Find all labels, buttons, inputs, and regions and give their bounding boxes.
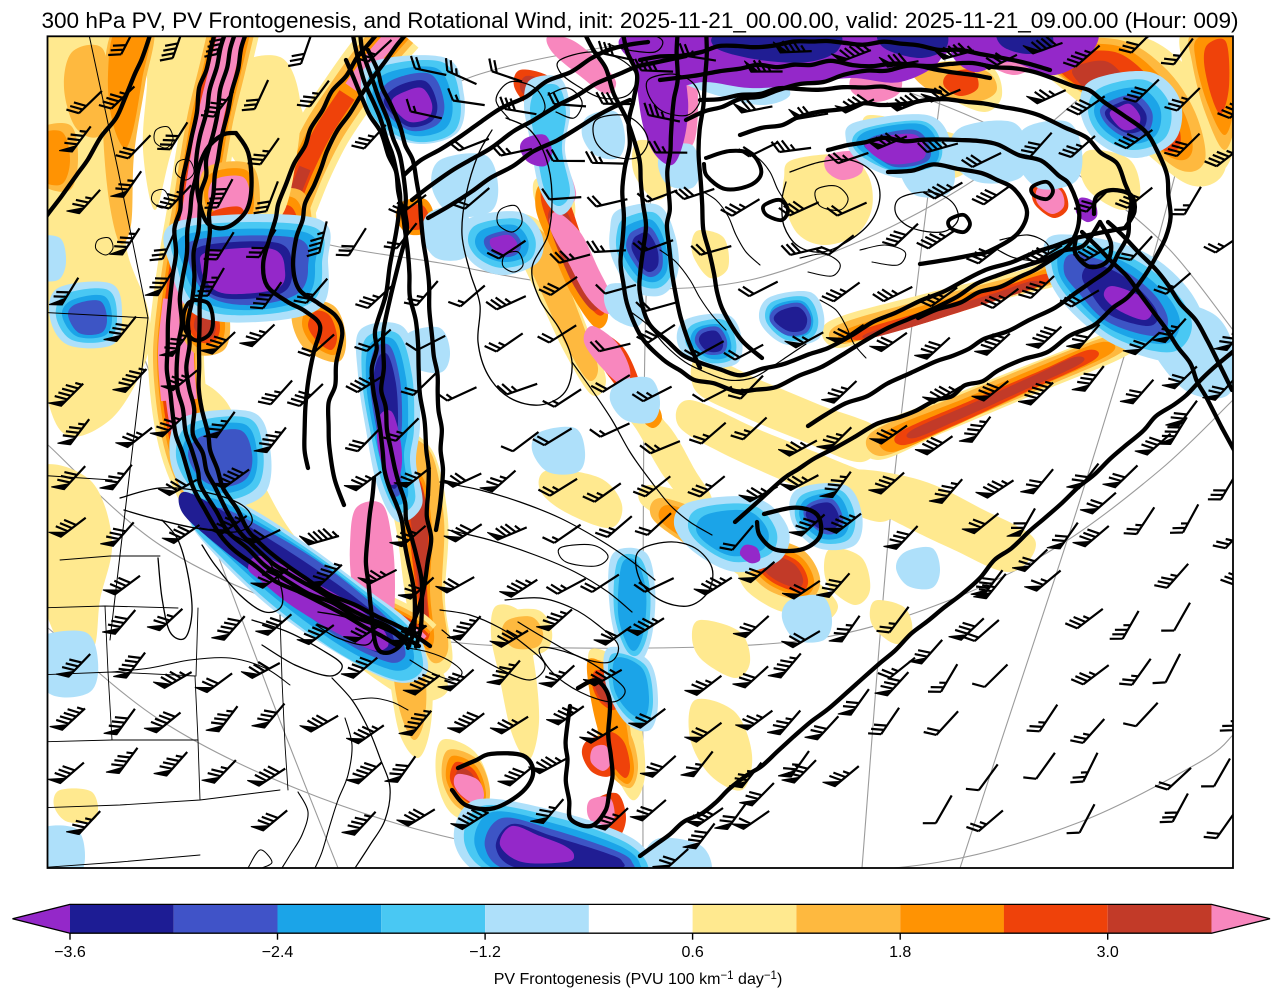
svg-text:0.6: 0.6 — [681, 944, 703, 961]
svg-text:−2.4: −2.4 — [262, 944, 294, 961]
svg-text:300 hPa PV, PV Frontogenesis,: 300 hPa PV, PV Frontogenesis, and Rotati… — [42, 8, 1239, 33]
svg-text:3.0: 3.0 — [1097, 944, 1119, 961]
svg-text:1.8: 1.8 — [889, 944, 911, 961]
svg-text:PV Frontogenesis (PVU 100 km−1: PV Frontogenesis (PVU 100 km−1 day−1) — [494, 970, 783, 988]
svg-text:−3.6: −3.6 — [54, 944, 86, 961]
svg-text:−1.2: −1.2 — [469, 944, 501, 961]
